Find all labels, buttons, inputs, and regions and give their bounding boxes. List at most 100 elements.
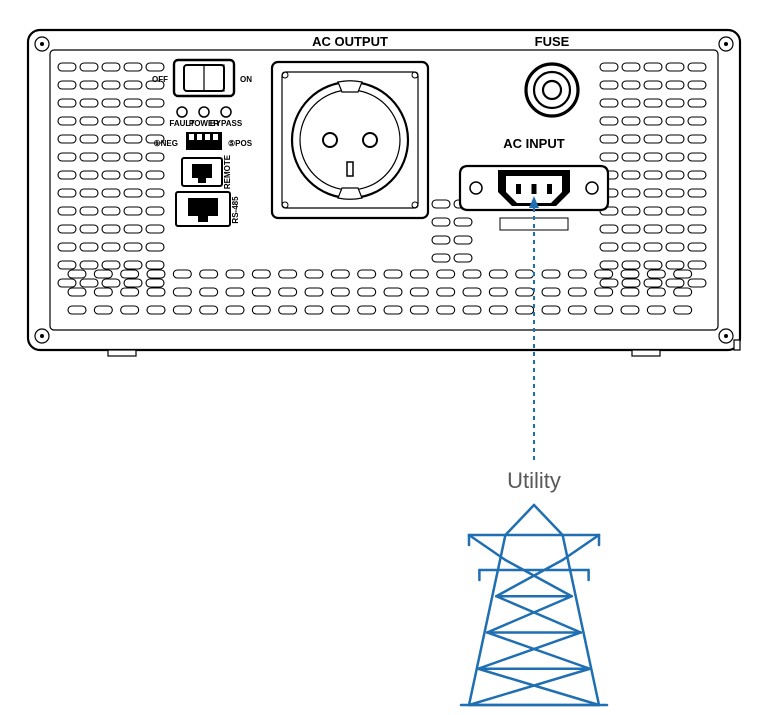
vent-slot	[688, 225, 706, 233]
vent-slot	[68, 270, 86, 278]
vent-slot	[124, 135, 142, 143]
vent-slot	[666, 189, 684, 197]
vent-slot	[568, 288, 586, 296]
vent-slot	[80, 261, 98, 269]
ac-input-label: AC INPUT	[503, 136, 564, 151]
vent-slot	[124, 243, 142, 251]
vent-slot	[542, 306, 560, 314]
vent-slot	[688, 207, 706, 215]
vent-slot	[124, 279, 142, 287]
vent-slot	[688, 261, 706, 269]
vent-slot	[644, 117, 662, 125]
vent-slot	[666, 153, 684, 161]
vent-slot	[489, 306, 507, 314]
vent-slot	[688, 153, 706, 161]
bypass-led	[221, 107, 231, 117]
vent-slot	[121, 270, 139, 278]
vent-slot	[102, 279, 120, 287]
vent-slot	[58, 153, 76, 161]
vent-slot	[516, 270, 534, 278]
off-label: OFF	[152, 75, 168, 84]
vent-slot	[58, 225, 76, 233]
vent-slot	[58, 135, 76, 143]
vent-slot	[58, 99, 76, 107]
vent-slot	[622, 63, 640, 71]
vent-slot	[600, 63, 618, 71]
vent-slot	[489, 270, 507, 278]
vent-slot	[666, 279, 684, 287]
vent-slot	[305, 306, 323, 314]
vent-slot	[80, 279, 98, 287]
vent-slot	[331, 306, 349, 314]
vent-slot	[68, 306, 86, 314]
vent-slot	[102, 135, 120, 143]
vent-slot	[688, 81, 706, 89]
vent-slot	[600, 279, 618, 287]
vent-slot	[102, 81, 120, 89]
vent-slot	[600, 81, 618, 89]
vent-slot	[666, 117, 684, 125]
vent-slot	[124, 189, 142, 197]
power-led	[199, 107, 209, 117]
vent-slot	[102, 63, 120, 71]
vent-slot	[463, 288, 481, 296]
vent-slot	[279, 270, 297, 278]
vent-slot	[146, 207, 164, 215]
vent-slot	[644, 135, 662, 143]
vent-slot	[173, 270, 191, 278]
vent-slot	[124, 261, 142, 269]
vent-slot	[146, 99, 164, 107]
vent-slot	[647, 288, 665, 296]
vent-slot	[489, 288, 507, 296]
vent-slot	[58, 261, 76, 269]
vent-slot	[600, 99, 618, 107]
vent-slot	[146, 63, 164, 71]
: ⑤POS	[228, 139, 253, 148]
vent-slot	[58, 279, 76, 287]
vent-slot	[331, 288, 349, 296]
vent-slot	[432, 200, 450, 208]
vent-slot	[463, 306, 481, 314]
vent-slot	[647, 270, 665, 278]
vent-slot	[600, 117, 618, 125]
vent-slot	[568, 270, 586, 278]
vent-slot	[124, 117, 142, 125]
vent-slot	[622, 81, 640, 89]
vent-slot	[674, 288, 692, 296]
vent-slot	[644, 153, 662, 161]
vent-slot	[454, 218, 472, 226]
vent-slot	[146, 261, 164, 269]
vent-slot	[94, 306, 112, 314]
vent-slot	[146, 243, 164, 251]
vent-slot	[80, 81, 98, 89]
vent-slot	[622, 171, 640, 179]
vent-slot	[688, 171, 706, 179]
vent-slot	[58, 207, 76, 215]
vent-slot	[595, 270, 613, 278]
vent-slot	[102, 117, 120, 125]
vent-slot	[600, 135, 618, 143]
vent-slot	[516, 306, 534, 314]
vent-slot	[80, 99, 98, 107]
: BYPASS	[210, 119, 243, 128]
vent-slot	[124, 63, 142, 71]
vent-slot	[102, 153, 120, 161]
vent-slot	[622, 243, 640, 251]
vent-slot	[146, 279, 164, 287]
vent-slot	[688, 243, 706, 251]
vent-slot	[58, 81, 76, 89]
vent-slot	[58, 171, 76, 179]
vent-slot	[437, 270, 455, 278]
vent-slot	[600, 225, 618, 233]
vent-slot	[644, 99, 662, 107]
vent-slot	[410, 270, 428, 278]
vent-slot	[124, 153, 142, 161]
vent-slot	[80, 171, 98, 179]
vent-slot	[674, 270, 692, 278]
fuse-label: FUSE	[535, 34, 570, 49]
remote-label: REMOTE	[223, 154, 232, 189]
vent-slot	[688, 117, 706, 125]
vent-slot	[68, 288, 86, 296]
vent-slot	[542, 270, 560, 278]
vent-slot	[666, 63, 684, 71]
